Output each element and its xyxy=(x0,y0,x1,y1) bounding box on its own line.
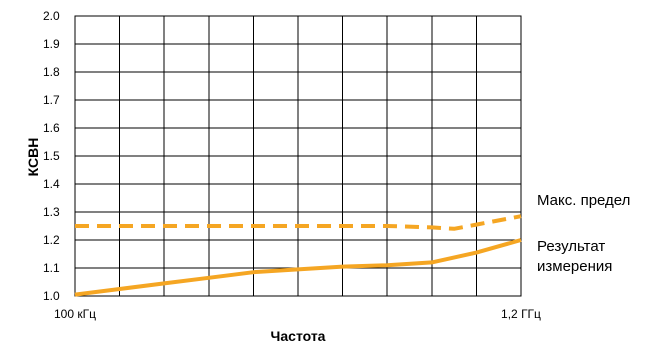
y-tick-label: 1.3 xyxy=(43,205,60,219)
series-labels: Макс. предел Результат измерения xyxy=(537,192,630,275)
y-tick-label: 1.8 xyxy=(43,65,60,79)
x-axis-title: Частота xyxy=(271,328,326,344)
x-tick-labels: 100 кГц 1,2 ГГц xyxy=(54,307,541,321)
series-label-measurement: измерения xyxy=(537,258,612,275)
y-tick-label: 1.9 xyxy=(43,37,60,51)
y-tick-label: 1.5 xyxy=(43,149,60,163)
series-label-max-limit: Макс. предел xyxy=(537,192,630,209)
chart-grid xyxy=(75,16,521,296)
y-tick-label: 1.0 xyxy=(43,289,60,303)
y-tick-label: 1.2 xyxy=(43,233,60,247)
y-tick-label: 1.7 xyxy=(43,93,60,107)
y-tick-label: 2.0 xyxy=(43,9,60,23)
y-tick-labels: 1.0 1.1 1.2 1.3 1.4 1.5 1.6 1.7 1.8 1.9 2.0 xyxy=(43,9,60,303)
series-label-measurement: Результат xyxy=(537,238,605,255)
x-tick-label: 1,2 ГГц xyxy=(501,307,541,321)
x-tick-label: 100 кГц xyxy=(54,307,96,321)
y-tick-label: 1.1 xyxy=(43,261,60,275)
y-tick-label: 1.4 xyxy=(43,177,60,191)
y-tick-label: 1.6 xyxy=(43,121,60,135)
y-axis-title: КСВН xyxy=(25,138,41,177)
